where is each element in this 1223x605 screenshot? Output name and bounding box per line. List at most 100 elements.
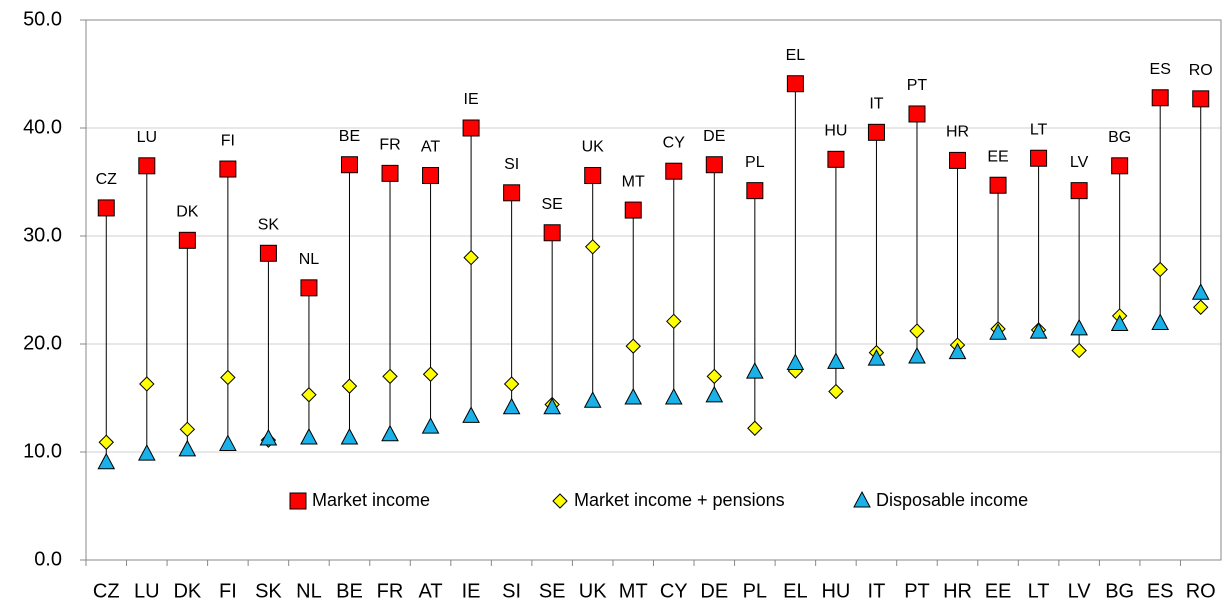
marker-square [989,176,1007,194]
x-tick-label: FI [219,580,237,602]
x-tick-label: ES [1147,580,1174,602]
plot-border [85,19,1222,561]
point-label: RO [1189,62,1213,79]
marker-square [786,75,804,93]
marker-triangle [705,385,724,403]
point-label: LT [1030,121,1048,138]
x-tick-label: LU [134,580,160,602]
x-tick-label: MT [619,580,648,602]
point-label: AT [421,139,440,156]
x-tick-label: CZ [93,580,120,602]
point-label: PT [907,77,928,94]
marker-square [1030,149,1048,167]
x-tick-label: SK [255,580,282,602]
point-label: SI [504,156,519,173]
marker-triangle [462,406,480,423]
x-tick-label: HR [943,580,972,602]
marker-diamond [98,434,114,450]
marker-square [867,123,885,141]
point-label: BG [1108,129,1131,146]
point-label: HR [946,124,969,141]
marker-triangle [421,417,440,434]
marker-square [503,184,521,202]
marker-square [300,279,318,297]
marker-triangle [300,427,318,445]
point-label: BE [339,128,360,145]
marker-triangle [1029,322,1048,339]
marker-square [908,105,926,123]
marker-diamond [341,378,358,394]
x-tick-label: CY [660,580,688,602]
marker-diamond [666,313,682,330]
y-tick-label: 20.0 [23,332,62,354]
marker-diamond [463,249,479,266]
marker-diamond [584,239,601,255]
marker-diamond [301,387,317,403]
point-label: EL [786,47,806,64]
x-tick-label: IT [868,580,886,602]
x-tick-label: BE [336,580,363,602]
x-tick-label: PT [904,580,930,602]
x-tick-label: SI [502,580,521,602]
point-label: FR [379,137,400,154]
marker-triangle [97,452,116,470]
marker-square [340,156,358,174]
marker-diamond [909,323,925,339]
marker-square [665,162,683,180]
marker-triangle [178,439,197,457]
legend-label: Market income [312,490,430,510]
x-tick-label: FR [377,580,404,602]
y-tick-label: 10.0 [23,440,62,462]
point-label: CZ [96,171,118,188]
marker-diamond [503,376,520,392]
marker-square [259,244,277,262]
marker-square [1192,90,1210,108]
marker-diamond [139,376,155,392]
x-tick-label: AT [419,580,443,602]
marker-diamond [747,420,763,436]
marker-square [1111,157,1129,175]
marker-diamond [1071,342,1087,359]
legend-label: Disposable income [876,490,1028,510]
marker-diamond [1193,299,1209,315]
marker-square [178,231,196,249]
marker-triangle [1191,283,1210,300]
point-label: MT [622,173,645,190]
point-label: UK [582,139,605,156]
point-label: IT [869,96,883,113]
marker-square [1151,89,1169,107]
point-label: LV [1070,154,1089,171]
x-tick-label: BG [1105,580,1134,602]
legend-marker [853,490,871,508]
point-label: FI [221,132,235,149]
marker-diamond [828,383,844,400]
marker-square [1070,182,1088,200]
marker-diamond [706,368,723,385]
y-tick-label: 30.0 [23,224,62,246]
marker-triangle [624,387,643,405]
marker-square [422,167,440,185]
point-label: SK [258,216,280,233]
marker-square [746,182,764,200]
marker-triangle [664,387,683,405]
marker-triangle [502,397,521,415]
marker-triangle [1151,313,1170,330]
marker-triangle [908,346,926,364]
marker-triangle [1110,314,1129,332]
marker-square [543,224,561,242]
marker-diamond [625,338,641,354]
marker-triangle [989,323,1007,340]
marker-triangle [746,362,764,379]
legend-label: Market income + pensions [574,490,785,510]
marker-triangle [867,349,886,366]
x-tick-label: NL [296,580,322,602]
point-label: HU [824,123,847,140]
point-label: SE [541,196,562,213]
x-tick-label: RO [1186,580,1216,602]
point-label: NL [299,251,320,268]
y-tick-label: 0.0 [34,548,62,570]
point-label: DE [703,128,725,145]
x-tick-label: PL [743,580,767,602]
